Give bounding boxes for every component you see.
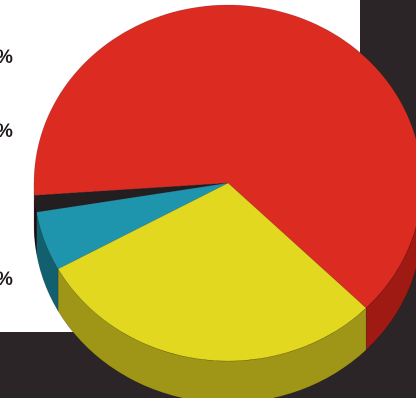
slice-label-1: % bbox=[0, 48, 13, 67]
pie-slice-4 bbox=[34, 182, 229, 213]
pie-slice-1 bbox=[33, 4, 416, 309]
pie-slice-2 bbox=[57, 182, 367, 362]
slice-label-3: % bbox=[0, 270, 13, 289]
pie-slice-3 bbox=[36, 182, 229, 270]
slice-label-2: % bbox=[0, 122, 13, 141]
